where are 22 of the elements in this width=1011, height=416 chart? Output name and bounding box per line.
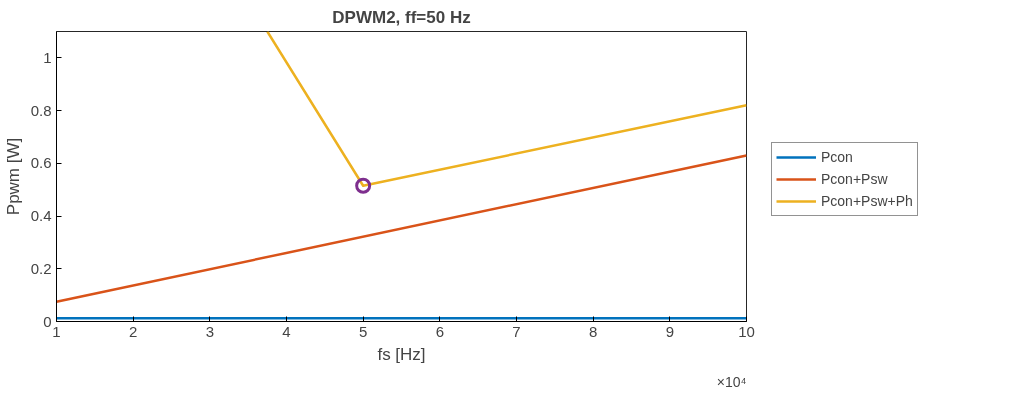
legend-label: Pcon+Psw+Ph [821,193,913,209]
y-tick-label: 0.4 [30,207,52,225]
legend-label: Pcon+Psw [821,171,888,187]
chart-title: DPWM2, ff=50 Hz [332,7,471,27]
x-tick-label: 7 [512,322,521,340]
x-tick-label: 5 [359,322,368,340]
x-tick-label: 9 [665,322,675,340]
x-axis-title: fs [Hz] [377,344,426,364]
text: ×10⁴ [716,373,747,390]
legend-label: Pcon [821,149,853,165]
y-tick-label: 0.6 [30,154,52,172]
x-tick-label: 2 [129,322,138,340]
y-tick-label: 0.8 [30,101,52,119]
y-axis-title: Ppwm [W] [3,137,23,216]
y-tick-label: 0.2 [30,259,52,277]
y-tick-label: 1 [43,48,52,66]
x-tick-label: 4 [282,322,291,340]
x-tick-label: 6 [435,322,445,340]
x-tick-label: 3 [205,322,215,340]
x-tick-label: 8 [589,322,598,340]
y-tick-label: 0 [43,312,52,330]
x-tick-label: 10 [738,322,755,340]
